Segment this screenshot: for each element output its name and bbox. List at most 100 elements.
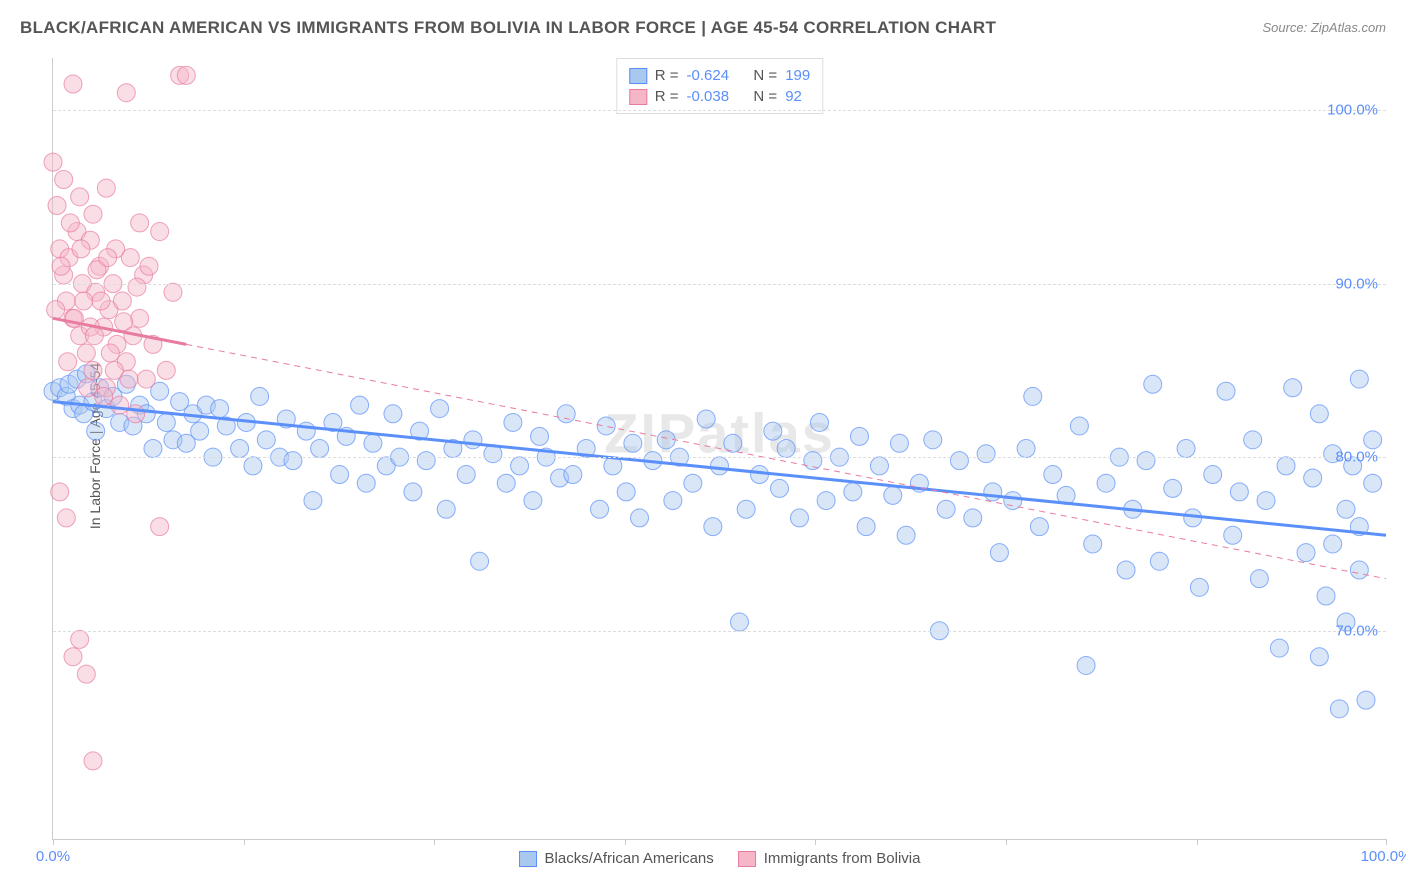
scatter-point xyxy=(97,179,115,197)
scatter-point xyxy=(897,526,915,544)
scatter-point xyxy=(457,466,475,484)
chart-plot-area: ZIPatlas R = -0.624 N = 199 R = -0.038 N… xyxy=(52,58,1386,840)
stat-n-label: N = xyxy=(753,67,777,84)
scatter-point xyxy=(1330,700,1348,718)
legend-item-series1: Blacks/African Americans xyxy=(519,850,714,867)
scatter-point xyxy=(51,483,69,501)
scatter-point xyxy=(810,413,828,431)
scatter-point xyxy=(351,396,369,414)
scatter-point xyxy=(1137,452,1155,470)
scatter-point xyxy=(471,552,489,570)
scatter-point xyxy=(1284,379,1302,397)
scatter-point xyxy=(231,440,249,458)
scatter-point xyxy=(504,413,522,431)
xtick-label: 100.0% xyxy=(1361,848,1406,865)
scatter-point xyxy=(1070,417,1088,435)
scatter-point xyxy=(737,500,755,518)
scatter-point xyxy=(140,257,158,275)
scatter-point xyxy=(557,405,575,423)
correlation-stats-box: R = -0.624 N = 199 R = -0.038 N = 92 xyxy=(616,58,823,114)
scatter-point xyxy=(77,344,95,362)
scatter-point xyxy=(117,84,135,102)
scatter-point xyxy=(1297,544,1315,562)
scatter-point xyxy=(47,301,65,319)
scatter-point xyxy=(151,518,169,536)
legend-swatch-series1 xyxy=(519,851,537,867)
scatter-point xyxy=(52,257,70,275)
scatter-point xyxy=(1084,535,1102,553)
scatter-point xyxy=(59,353,77,371)
scatter-point xyxy=(164,283,182,301)
scatter-point xyxy=(631,509,649,527)
scatter-plot-svg xyxy=(53,58,1386,839)
scatter-point xyxy=(92,292,110,310)
stat-r-label: R = xyxy=(655,67,679,84)
scatter-point xyxy=(617,483,635,501)
scatter-point xyxy=(937,500,955,518)
scatter-point xyxy=(1337,500,1355,518)
scatter-point xyxy=(431,400,449,418)
stat-n-value-1: 199 xyxy=(785,67,810,84)
scatter-point xyxy=(1190,578,1208,596)
scatter-point xyxy=(131,214,149,232)
scatter-point xyxy=(297,422,315,440)
scatter-point xyxy=(84,752,102,770)
scatter-point xyxy=(75,292,93,310)
scatter-point xyxy=(591,500,609,518)
scatter-point xyxy=(191,422,209,440)
scatter-point xyxy=(111,396,129,414)
scatter-point xyxy=(964,509,982,527)
scatter-point xyxy=(144,440,162,458)
scatter-point xyxy=(48,197,66,215)
scatter-point xyxy=(597,417,615,435)
scatter-point xyxy=(1230,483,1248,501)
scatter-point xyxy=(71,188,89,206)
stat-n-value-2: 92 xyxy=(785,88,802,105)
stats-row-series1: R = -0.624 N = 199 xyxy=(629,65,810,86)
scatter-point xyxy=(697,410,715,428)
scatter-point xyxy=(1324,535,1342,553)
scatter-point xyxy=(1317,587,1335,605)
scatter-point xyxy=(844,483,862,501)
scatter-point xyxy=(331,466,349,484)
scatter-point xyxy=(1030,518,1048,536)
scatter-point xyxy=(437,500,455,518)
xtick-label: 0.0% xyxy=(36,848,70,865)
scatter-point xyxy=(1350,561,1368,579)
scatter-point xyxy=(1077,656,1095,674)
scatter-point xyxy=(151,223,169,241)
scatter-point xyxy=(464,431,482,449)
scatter-point xyxy=(884,486,902,504)
scatter-point xyxy=(1277,457,1295,475)
scatter-point xyxy=(99,249,117,267)
ytick-label: 70.0% xyxy=(1335,622,1378,639)
scatter-point xyxy=(72,240,90,258)
scatter-point xyxy=(497,474,515,492)
scatter-point xyxy=(1017,440,1035,458)
scatter-point xyxy=(1310,648,1328,666)
scatter-point xyxy=(364,434,382,452)
legend-label-series1: Blacks/African Americans xyxy=(545,850,714,867)
scatter-point xyxy=(128,278,146,296)
scatter-point xyxy=(404,483,422,501)
scatter-point xyxy=(977,445,995,463)
scatter-point xyxy=(357,474,375,492)
scatter-point xyxy=(1144,375,1162,393)
legend-label-series2: Immigrants from Bolivia xyxy=(764,850,921,867)
scatter-point xyxy=(990,544,1008,562)
scatter-point xyxy=(177,66,195,84)
scatter-point xyxy=(684,474,702,492)
scatter-point xyxy=(304,492,322,510)
scatter-point xyxy=(244,457,262,475)
scatter-point xyxy=(924,431,942,449)
scatter-point xyxy=(1150,552,1168,570)
swatch-series1 xyxy=(629,68,647,84)
scatter-point xyxy=(311,440,329,458)
scatter-point xyxy=(664,492,682,510)
scatter-point xyxy=(1304,469,1322,487)
ytick-label: 100.0% xyxy=(1327,102,1378,119)
scatter-point xyxy=(1270,639,1288,657)
swatch-series2 xyxy=(629,89,647,105)
scatter-point xyxy=(57,509,75,527)
scatter-point xyxy=(770,479,788,497)
